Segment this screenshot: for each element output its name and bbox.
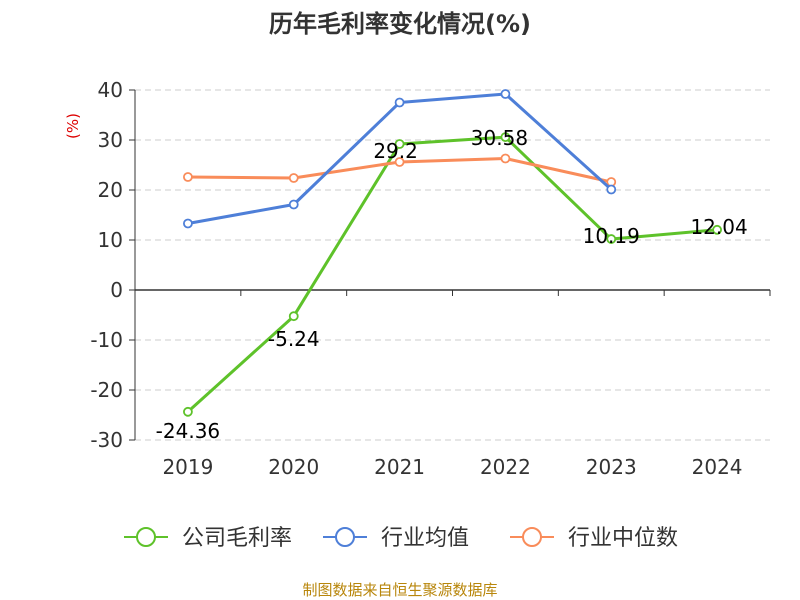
series-1-point[interactable] [183,218,193,229]
series-0-point[interactable] [606,234,617,244]
data-label: 12.04 [690,215,747,239]
legend[interactable]: 公司毛利率 行业均值 行业中位数 [124,526,678,551]
series-1-point[interactable] [606,184,617,195]
series-0-point[interactable] [288,311,299,322]
legend-item-0[interactable]: 公司毛利率 [124,526,292,551]
series-2-point[interactable] [183,172,193,182]
data-label: -24.36 [156,419,220,443]
series-2-point[interactable] [394,157,405,167]
series-1-point[interactable] [394,97,405,108]
y-tick-label: 40 [98,78,123,102]
data-label: 29.2 [373,139,418,163]
x-tick-label: 2024 [692,455,743,479]
axes: 40 30 20 10 0 -10 -20 -30 2019 2020 2021 2022 2023 20… [90,78,771,479]
y-tick-label: 0 [110,278,123,302]
legend-item-2[interactable]: 行业中位数 [510,526,678,551]
source-note: 制图数据来自恒生聚源数据库 [302,581,497,599]
x-tick-label: 2019 [162,455,213,479]
x-tick-label: 2022 [480,455,531,479]
data-label: 30.58 [471,126,528,150]
data-label: -5.24 [268,327,320,351]
y-axis-label: (%) [64,113,82,139]
legend-swatch-marker [522,527,542,547]
series-2-point[interactable] [288,173,299,183]
y-tick-label: -10 [90,328,123,352]
series [183,89,722,417]
series-0-point[interactable] [500,132,511,143]
data-label: 10.19 [583,224,640,248]
series-1-point[interactable] [288,199,299,210]
y-tick-label: 20 [98,178,123,202]
x-tick-label: 2023 [586,455,637,479]
series-0-line [186,135,718,413]
legend-label: 行业中位数 [568,526,678,551]
chart-title: 历年毛利率变化情况(%) [269,10,531,38]
x-tick-label: 2021 [374,455,425,479]
series-1-point[interactable] [500,89,511,99]
y-tick-label: 10 [98,228,123,252]
legend-swatch-marker [136,527,156,547]
series-0-point[interactable] [394,139,405,149]
series-0-point[interactable] [183,406,193,417]
legend-label: 行业均值 [381,526,469,551]
legend-label: 公司毛利率 [182,526,292,551]
grid [135,89,770,441]
y-tick-label: -20 [90,378,123,402]
legend-item-1[interactable]: 行业均值 [323,526,469,551]
y-tick-label: 30 [98,128,123,152]
series-0-point[interactable] [712,224,722,235]
series-2-point[interactable] [500,153,511,164]
legend-swatch-marker [335,527,355,547]
x-tick-label: 2020 [268,455,319,479]
y-tick-label: -30 [90,428,123,452]
data-labels: -24.36 -5.24 29.2 30.58 10.19 12.04 [156,126,748,443]
